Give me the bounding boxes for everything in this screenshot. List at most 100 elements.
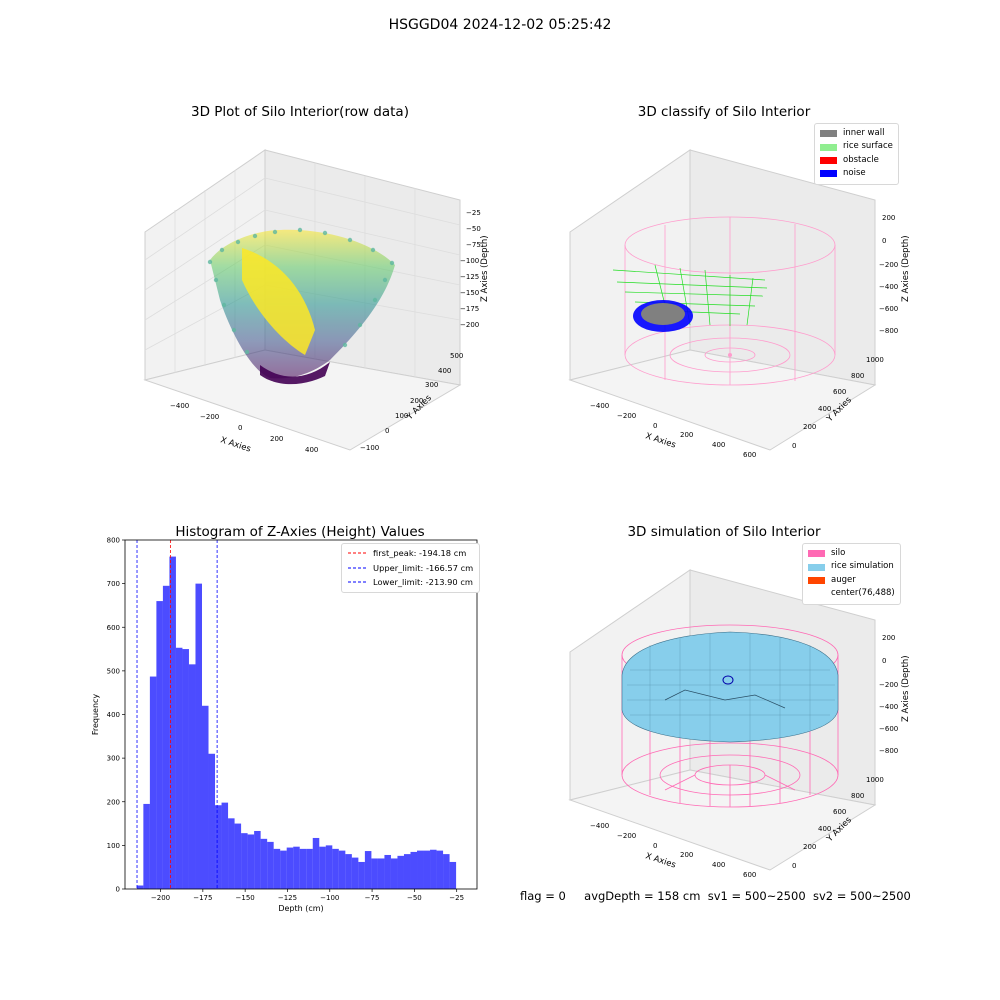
legend-label: rice surface xyxy=(843,141,893,152)
histogram-bar xyxy=(182,649,189,889)
x-tick-label: −200 xyxy=(617,412,636,420)
y-tick-label: 500 xyxy=(107,667,120,675)
histogram-bar xyxy=(195,583,202,889)
legend-label: noise xyxy=(843,168,866,179)
histogram-bar xyxy=(403,854,411,889)
z-tick-label: −75 xyxy=(466,241,481,249)
x-tick-label: 0 xyxy=(653,842,657,850)
histogram-bar xyxy=(267,841,274,889)
histogram-bar xyxy=(215,805,222,889)
x-tick-label: 200 xyxy=(680,431,693,439)
z-tick-label: −100 xyxy=(460,257,479,265)
histogram-bar xyxy=(332,848,339,889)
classify-legend: inner wall rice surface obstacle noise xyxy=(814,123,899,185)
histogram-bar xyxy=(169,556,176,889)
y-tick-label: 0 xyxy=(385,427,389,435)
z-tick-label: −600 xyxy=(879,305,898,313)
x-axis-label: X Axies xyxy=(644,851,677,870)
x-tick-label: 600 xyxy=(743,451,756,459)
simulation-3d-plot: −400 −200 0 200 400 600 0 200 400 600 80… xyxy=(568,569,911,879)
histogram-bar xyxy=(208,753,216,889)
x-axis-label: X Axies xyxy=(644,431,677,450)
z-tick-label: 0 xyxy=(882,237,886,245)
histogram-bar xyxy=(325,845,333,889)
y-tick-label: 200 xyxy=(107,798,120,806)
silo-wireframe xyxy=(621,624,839,808)
x-tick-label: 400 xyxy=(305,446,318,454)
scatter-point-cloud xyxy=(210,229,395,385)
histogram-bar xyxy=(410,851,418,889)
histogram-bar xyxy=(260,838,268,889)
histogram-bar xyxy=(162,585,170,889)
histogram-bar xyxy=(299,848,307,889)
y-tick-label: 0 xyxy=(792,862,796,870)
histogram-bar xyxy=(254,830,261,889)
z-tick-label: −25 xyxy=(466,209,481,217)
legend-label: Upper_limit: -166.57 cm xyxy=(373,562,474,573)
histogram-bar xyxy=(384,854,391,889)
x-tick-label: 0 xyxy=(653,422,657,430)
y-tick-label: 800 xyxy=(851,792,864,800)
histogram-bar xyxy=(234,823,242,889)
auger-marker xyxy=(722,675,734,685)
raw-scatter-3d-plot: −400 −200 0 200 400 −100 0 100 200 300 4… xyxy=(143,149,490,455)
z-tick-label: −150 xyxy=(460,289,479,297)
legend-swatch xyxy=(808,563,825,571)
flag-text: flag = 0 xyxy=(520,889,566,903)
histogram-bar xyxy=(149,676,157,889)
x-tick-label: −100 xyxy=(320,894,339,902)
rice-simulation-surface xyxy=(621,631,839,743)
histogram-bar xyxy=(312,837,320,889)
x-tick-label: 400 xyxy=(712,861,725,869)
z-tick-label: 0 xyxy=(882,657,886,665)
avg-depth-text: avgDepth = 158 cm xyxy=(584,889,701,903)
histogram-bar xyxy=(202,705,209,889)
histogram-reference-lines xyxy=(136,540,218,889)
histogram-bar xyxy=(358,861,365,889)
histogram-bar xyxy=(293,846,300,889)
histogram-bar xyxy=(221,802,229,889)
y-tick-label: 500 xyxy=(450,352,463,360)
x-tick-label: −25 xyxy=(449,894,464,902)
legend-label: silo xyxy=(831,548,846,558)
histogram-bar xyxy=(423,850,431,889)
histogram-bar xyxy=(280,850,287,889)
legend-label: center(76,488) xyxy=(831,588,895,599)
histogram-bar xyxy=(351,857,359,889)
histogram-bar xyxy=(436,850,444,889)
y-tick-label: 200 xyxy=(410,397,423,405)
histogram-bar xyxy=(241,833,248,889)
y-tick-label: 800 xyxy=(851,372,864,380)
x-tick-label: −50 xyxy=(407,894,422,902)
histogram-bar xyxy=(377,858,385,889)
simulation-legend: silo rice simulation auger center(76,488… xyxy=(802,543,901,605)
sv1-text: sv1 = 500~2500 xyxy=(707,889,806,903)
x-tick-label: −125 xyxy=(278,894,297,902)
y-tick-label: 800 xyxy=(107,537,120,545)
z-tick-label: −50 xyxy=(466,225,481,233)
x-axis-label: Depth (cm) xyxy=(278,904,323,913)
y-tick-label: 100 xyxy=(107,842,120,850)
y-tick-label: −100 xyxy=(360,444,379,452)
legend-swatch xyxy=(820,130,837,138)
z-tick-label: −200 xyxy=(879,681,898,689)
histogram-bar xyxy=(286,847,294,889)
inner-wall-points xyxy=(641,303,685,325)
x-tick-label: −400 xyxy=(590,402,609,410)
histogram-bar xyxy=(371,858,378,889)
z-tick-label: 200 xyxy=(882,634,895,642)
histogram-bar xyxy=(430,849,437,889)
histogram-bar xyxy=(319,846,326,889)
figure-title: HSGGD04 2024-12-02 05:25:42 xyxy=(388,17,612,33)
y-tick-label: 0 xyxy=(792,442,796,450)
classify-3d-plot: −400 −200 0 200 400 600 0 200 400 600 80… xyxy=(568,149,911,459)
histogram-bar xyxy=(156,601,163,889)
y-tick-label: 600 xyxy=(107,624,120,632)
x-tick-label: −75 xyxy=(365,894,380,902)
y-tick-label: 200 xyxy=(803,423,816,431)
histogram-bar xyxy=(143,803,150,889)
panel2-title: 3D classify of Silo Interior xyxy=(637,104,811,120)
histogram-bar xyxy=(338,850,346,889)
y-tick-label: 100 xyxy=(395,412,408,420)
y-tick-label: 400 xyxy=(107,711,120,719)
